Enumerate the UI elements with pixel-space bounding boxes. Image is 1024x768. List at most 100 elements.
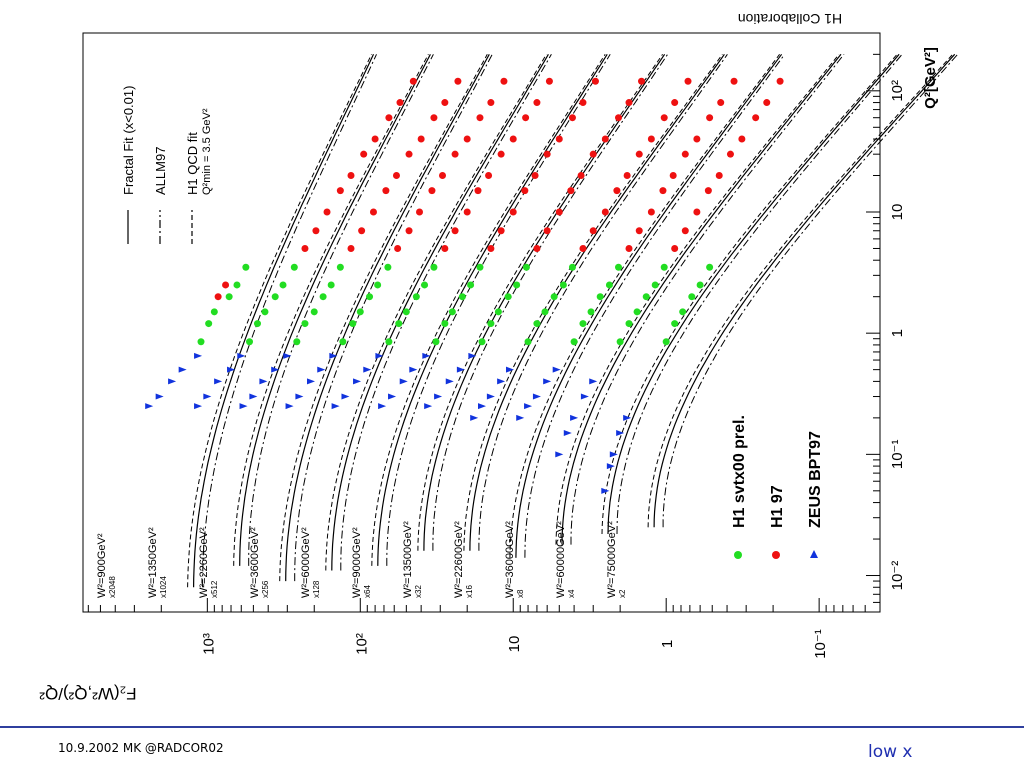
zeus-bpt97-point [552,366,561,373]
h1-97-point [601,135,609,143]
h1-97-point [567,187,575,195]
fractal-fit-curve [469,53,725,551]
h1-97-point [497,150,505,158]
h1-svtx00-point [478,338,486,346]
x-tick-label: 1 [889,329,906,337]
h1-svtx00-point [706,263,714,271]
h1-svtx00-point [385,338,393,346]
h1-svtx00-point [550,293,558,301]
h1-97-point [394,244,402,252]
h1-97-point [589,227,597,235]
h1-97-point [485,172,493,180]
h1-97-point [647,135,655,143]
h1-qcd-fit-curve [509,53,780,558]
h1-97-point [358,227,366,235]
zeus-bpt97-point [456,366,465,373]
zeus-bpt97-point [616,430,625,437]
h1-97-point [409,77,417,85]
h1-svtx00-point [349,320,357,328]
h1-svtx00-point [605,281,613,289]
zeus-bpt97-point [363,366,372,373]
fractal-fit-curve [193,54,375,588]
h1-svtx00-point [412,293,420,301]
zeus-bpt97-point [445,378,454,385]
h1-svtx00-point [660,263,668,271]
h1-97-point [752,114,760,122]
zeus-bpt97-point [237,352,246,359]
allm97-curve [340,54,552,571]
fractal-fit-curve [331,53,549,571]
h1-svtx00-point [395,320,403,328]
h1-97-point [638,77,646,85]
series-scale-label: x2 [618,589,627,598]
h1-97-point [647,208,655,216]
zeus-bpt97-point [524,403,533,410]
zeus-bpt97-point [259,378,268,385]
h1-svtx00-point [319,293,327,301]
h1-svtx00-point [242,263,250,271]
h1-svtx00-point [579,320,587,328]
series-scale-label: x1024 [159,576,168,598]
zeus-bpt97-point [424,403,433,410]
zeus-bpt97-point [331,403,340,410]
h1-svtx00-point [432,338,440,346]
footer-topic: low x [868,742,913,762]
h1-97-point [717,99,725,107]
fractal-fit-curve [653,53,956,528]
zeus-bpt97-point [532,393,541,400]
h1-svtx00-point [448,308,456,316]
x-tick-label: 10² [889,80,906,102]
h1-97-point [385,114,393,122]
h1-97-point [613,187,621,195]
zeus-bpt97-point [486,393,495,400]
marker-legend-label: H1 97 [769,485,786,528]
h1-97-point [591,77,599,85]
h1-svtx00-point [559,281,567,289]
fractal-fit-curve [423,53,666,551]
h1-svtx00-point [587,308,595,316]
h1-97-point [487,244,495,252]
h1-97-point [521,187,529,195]
h1-svtx00-point [679,308,687,316]
series-scale-label: x256 [261,580,270,598]
allm97-curve [662,53,959,528]
h1-svtx00-point [633,308,641,316]
h1-qcd-fit-curve [463,54,723,551]
h1-97-point [323,208,331,216]
h1-97-point [222,281,230,289]
h1-97-point [509,208,517,216]
zeus-bpt97-point [307,378,316,385]
h1-qcd-fit-curve [417,54,664,551]
allm97-curve [294,54,493,582]
zeus-bpt97-point [388,393,397,400]
series-label: W²=60000GeV² [555,521,567,598]
h1-97-point [568,114,576,122]
zeus-bpt97-point [249,393,258,400]
zeus-bpt97-point [239,403,248,410]
series-label: W²=13500GeV² [402,521,414,598]
h1-97-point [671,244,679,252]
h1-svtx00-point [261,308,269,316]
series-label: W²=3600GeV² [249,527,261,598]
h1-97-point [684,77,692,85]
y-axis-title: F₂(W²,Q²)/Q² [39,684,137,703]
marker-legend-symbol [810,550,818,558]
h1-svtx00-point [688,293,696,301]
zeus-bpt97-point [468,352,477,359]
h1-svtx00-point [290,263,298,271]
h1-97-point [214,293,222,301]
h1-97-point [577,172,585,180]
h1-97-point [615,114,623,122]
zeus-bpt97-point [168,378,177,385]
h1-97-point [776,77,784,85]
h1-97-point [669,172,677,180]
h1-97-point [428,187,436,195]
h1-svtx00-point [293,338,301,346]
f2-plot: 10⁻² 10⁻¹ 1 10 10² 10⁻¹ 1 10 10² 10³ Q²[GeV²] F₂(W… [39,11,959,703]
h1-svtx00-point [271,293,279,301]
y-tick-label: 10² [353,633,370,655]
h1-svtx00-point [541,308,549,316]
h1-97-point [474,187,482,195]
h1-97-point [660,114,668,122]
marker-legend-symbol [772,551,780,559]
